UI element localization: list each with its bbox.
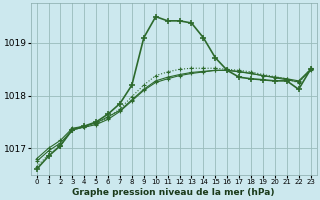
X-axis label: Graphe pression niveau de la mer (hPa): Graphe pression niveau de la mer (hPa) — [72, 188, 275, 197]
